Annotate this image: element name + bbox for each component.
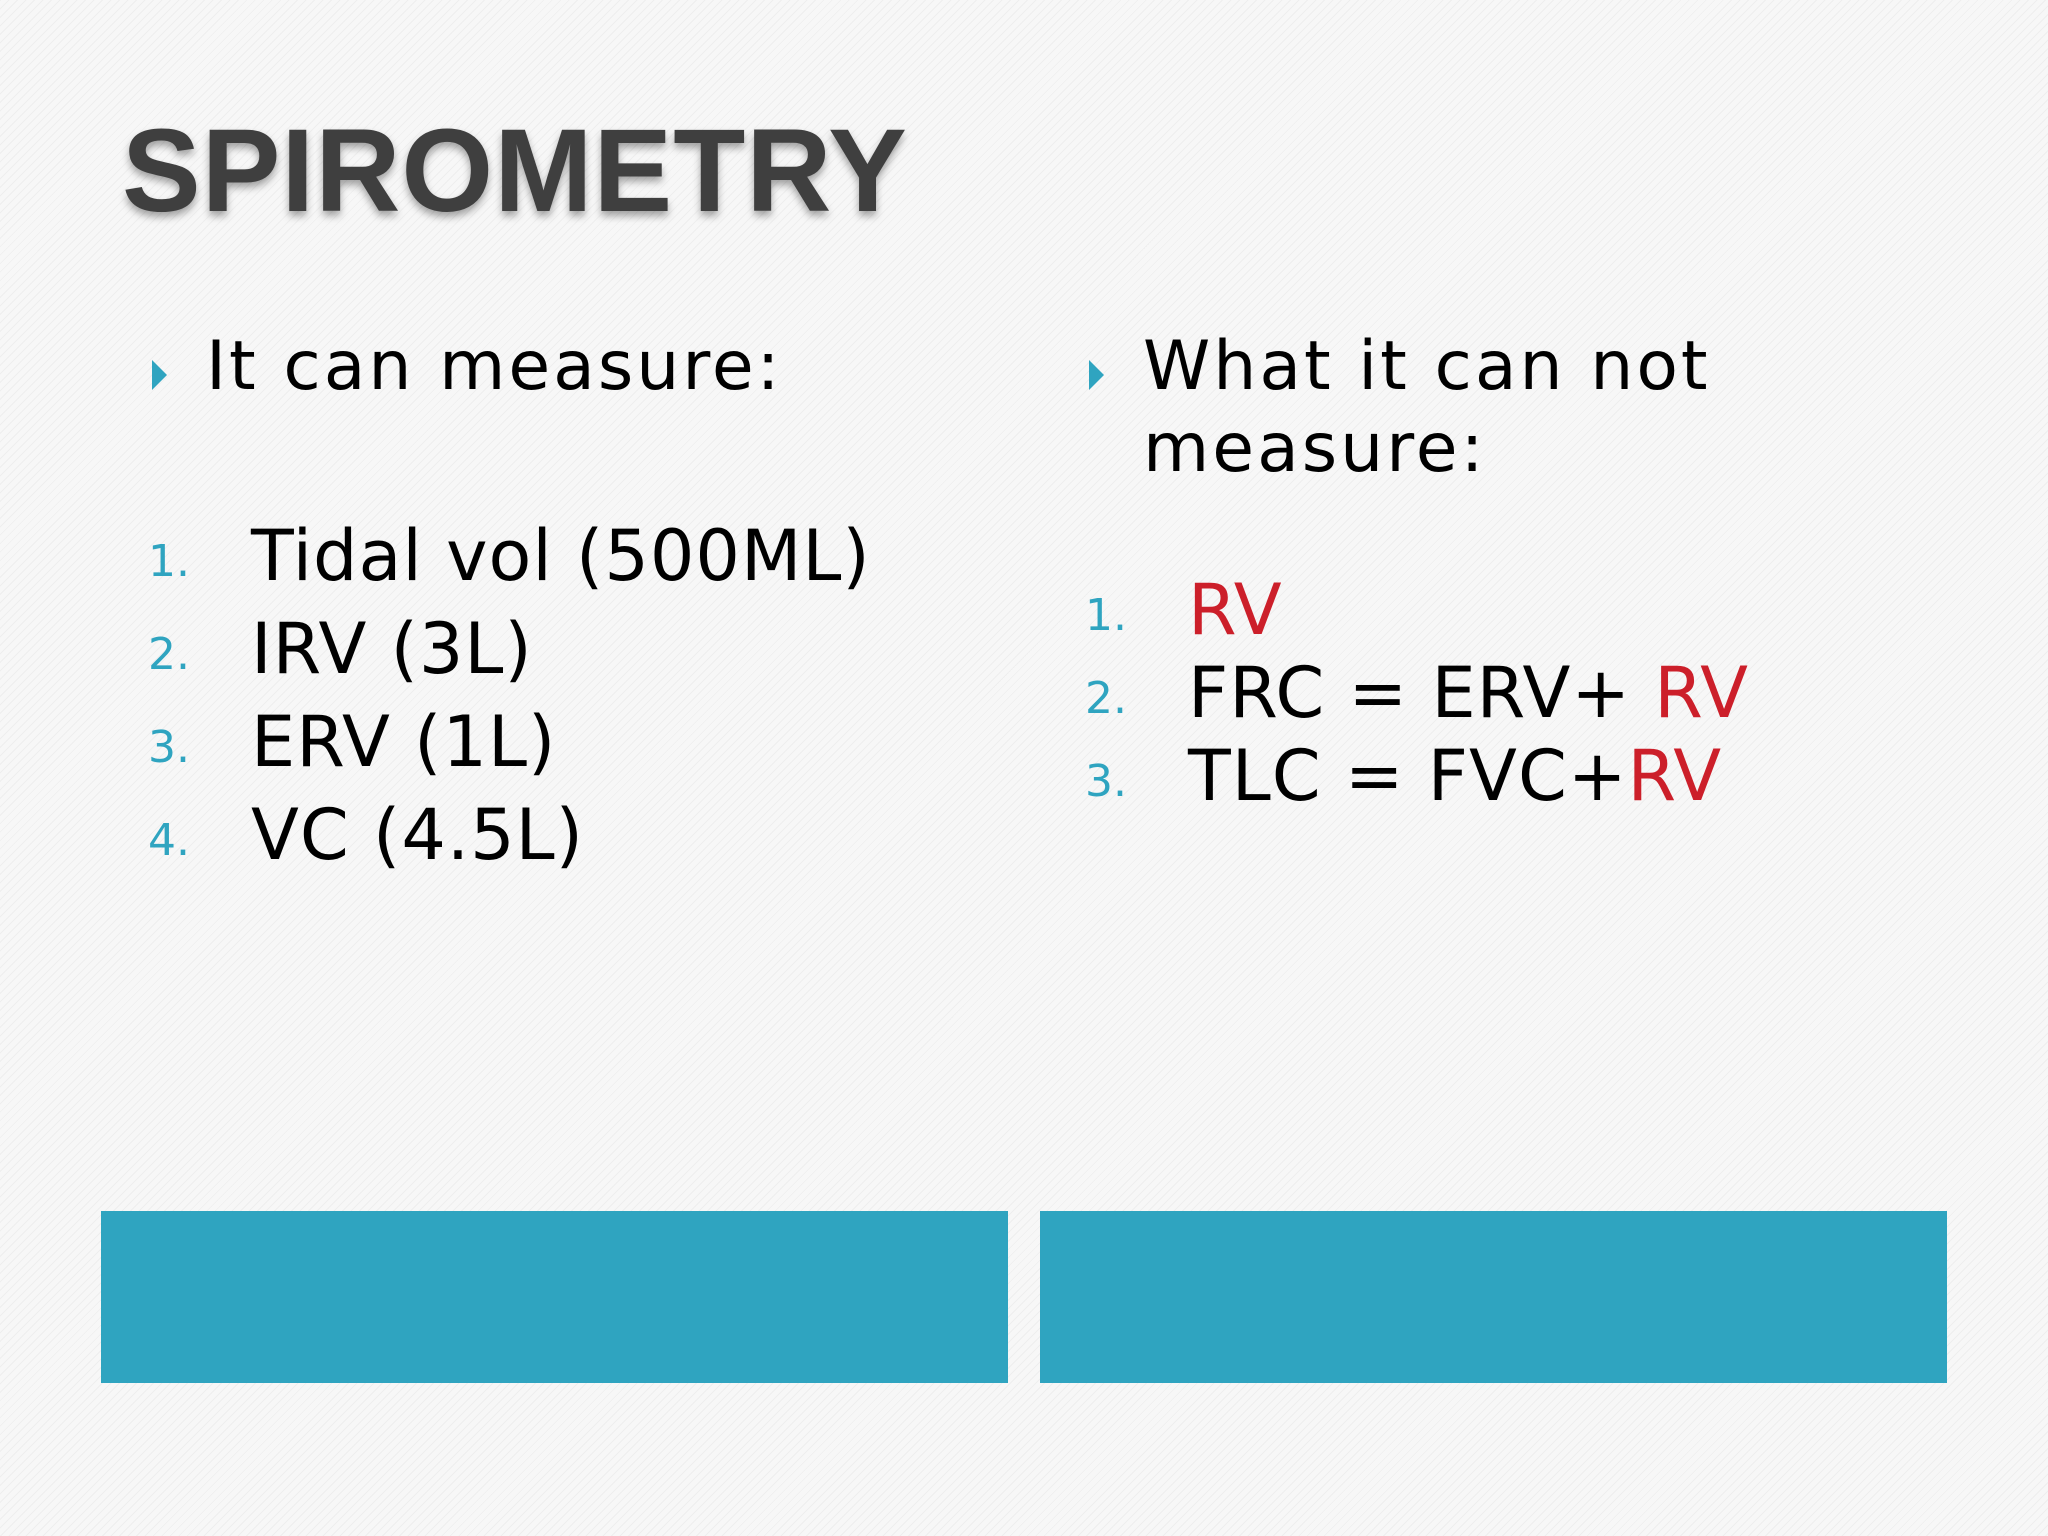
list-number: 1.	[1085, 590, 1127, 641]
list-item-text: ERV (1L)	[251, 701, 557, 783]
right-column: What it can not measure:	[1085, 326, 1985, 490]
list-number: 4.	[148, 815, 190, 866]
left-heading: It can measure:	[148, 326, 1048, 408]
right-heading-line1: What it can not	[1143, 327, 1711, 406]
right-heading: What it can not measure:	[1085, 326, 1985, 490]
list-item-text: FRC = ERV+ RV	[1188, 652, 1749, 734]
triangle-right-icon	[152, 360, 167, 390]
list-number: 3.	[1085, 756, 1127, 807]
right-heading-line2: measure:	[1143, 409, 1487, 488]
list-item-text: Tidal vol (500ML)	[251, 515, 871, 597]
left-heading-text: It can measure:	[206, 327, 783, 406]
left-column: It can measure:	[148, 326, 1048, 408]
list-item-text: IRV (3L)	[251, 608, 533, 690]
triangle-right-icon	[1089, 360, 1104, 390]
list-number: 2.	[148, 629, 190, 680]
rv-highlight: RV	[1654, 652, 1749, 734]
formula-text: FRC = ERV+	[1188, 652, 1655, 734]
rv-highlight: RV	[1188, 569, 1283, 651]
formula-text: TLC = FVC+	[1188, 735, 1628, 817]
list-number: 3.	[148, 722, 190, 773]
footer-band-right	[1040, 1211, 1947, 1383]
list-number: 1.	[148, 536, 190, 587]
footer-band-left	[101, 1211, 1008, 1383]
rv-highlight: RV	[1627, 735, 1723, 817]
list-item-text: TLC = FVC+RV	[1188, 735, 1722, 817]
list-item-text: VC (4.5L)	[251, 794, 584, 876]
slide-title: SPIROMETRY	[122, 105, 908, 237]
list-number: 2.	[1085, 673, 1127, 724]
list-item-text: RV	[1188, 569, 1283, 651]
